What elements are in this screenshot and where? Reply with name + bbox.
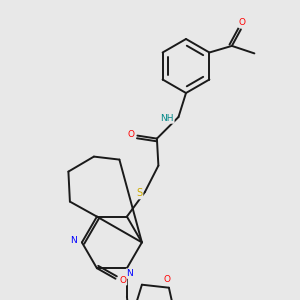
Text: N: N bbox=[127, 269, 133, 278]
Text: O: O bbox=[163, 275, 170, 284]
Text: N: N bbox=[70, 236, 77, 245]
Text: O: O bbox=[119, 276, 127, 285]
Text: NH: NH bbox=[160, 114, 174, 123]
Text: O: O bbox=[127, 130, 134, 139]
Text: O: O bbox=[239, 18, 246, 27]
Text: S: S bbox=[136, 188, 142, 199]
